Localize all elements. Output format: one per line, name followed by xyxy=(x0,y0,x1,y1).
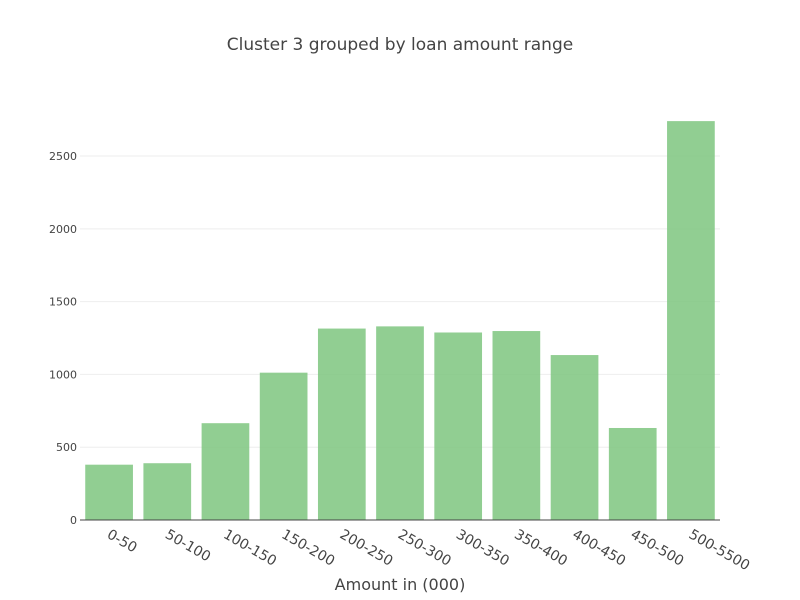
x-tick-label: 150-200 xyxy=(279,527,338,570)
bar-500-5500 xyxy=(667,121,715,520)
bar-150-200 xyxy=(259,372,308,520)
bar-450-500 xyxy=(608,427,657,520)
chart-title: Cluster 3 grouped by loan amount range xyxy=(227,35,573,55)
y-tick-label: 1500 xyxy=(49,296,77,309)
bar-100-150 xyxy=(201,423,250,520)
x-tick-label: 200-250 xyxy=(337,527,396,570)
y-tick-label: 2500 xyxy=(49,150,77,163)
x-tick-label: 450-500 xyxy=(628,527,687,570)
x-tick-label: 400-450 xyxy=(570,527,629,570)
bar-0-50 xyxy=(85,464,133,520)
x-tick-label: 300-350 xyxy=(453,527,512,570)
bar-250-300 xyxy=(376,326,424,520)
bars xyxy=(85,121,715,520)
y-tick-label: 500 xyxy=(56,441,77,454)
y-tick-label: 2000 xyxy=(49,223,77,236)
x-axis-title: Amount in (000) xyxy=(335,575,466,594)
bar-400-450 xyxy=(550,355,599,520)
x-tick-label: 500-5500 xyxy=(686,527,752,575)
x-axis-ticks: 0-50 50-100 100-150 150-200 200-250 250-300 30… xyxy=(104,527,752,575)
y-tick-label: 0 xyxy=(70,514,77,527)
x-tick-label: 100-150 xyxy=(220,527,279,570)
x-tick-label: 0-50 xyxy=(104,527,140,557)
y-axis-ticks: 0 500 1000 1500 2000 2500 xyxy=(49,150,77,527)
bar-50-100 xyxy=(143,463,192,520)
x-tick-label: 350-400 xyxy=(511,527,570,570)
x-tick-label: 50-100 xyxy=(162,527,213,566)
bar-200-250 xyxy=(317,328,366,520)
bar-350-400 xyxy=(492,331,541,520)
x-tick-label: 250-300 xyxy=(395,527,454,570)
bar-300-350 xyxy=(434,332,483,520)
y-tick-label: 1000 xyxy=(49,368,77,381)
